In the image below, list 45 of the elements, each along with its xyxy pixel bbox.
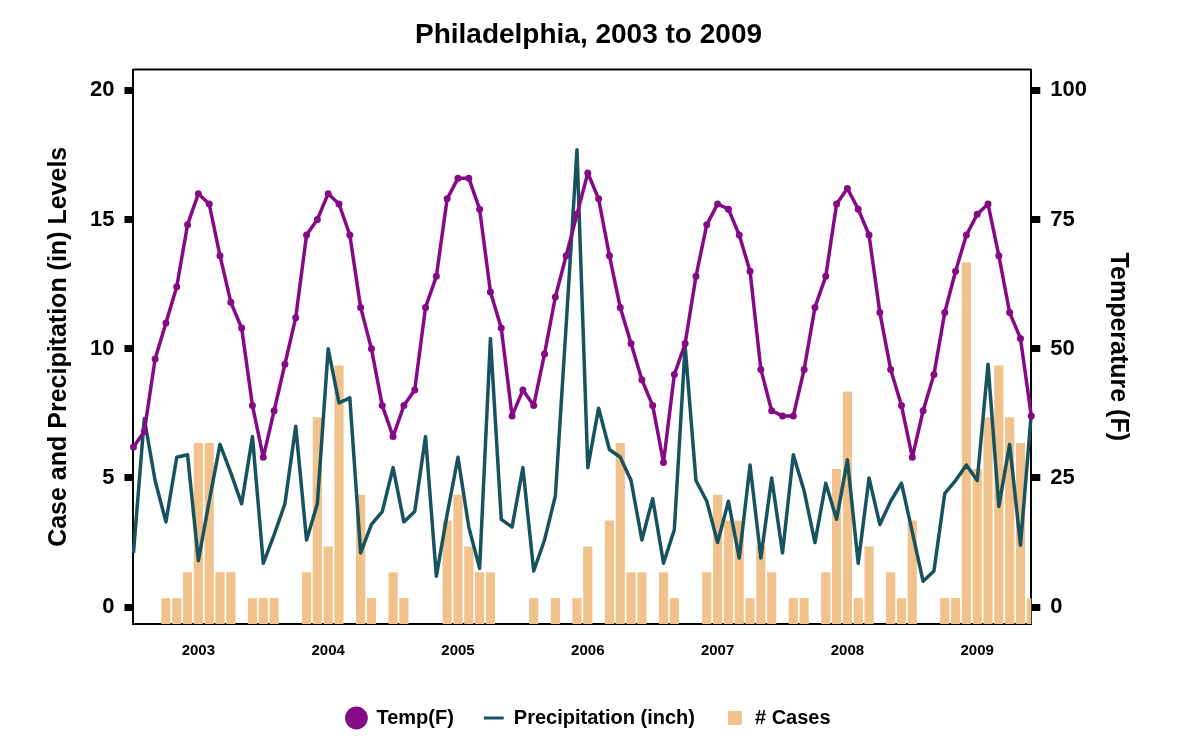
x-tick-label: 2006 <box>571 641 605 659</box>
bar <box>886 572 896 624</box>
legend-label: Temp(F) <box>376 705 454 728</box>
y2-axis-title: Temperature (F) <box>1106 252 1135 442</box>
x-tick-label: 2003 <box>181 641 216 659</box>
y2-tick-label: 50 <box>1050 334 1075 360</box>
bar <box>788 598 798 624</box>
bar <box>669 598 679 624</box>
x-tick-label: 2008 <box>830 641 865 659</box>
x-tick-label: 2005 <box>441 641 475 659</box>
y-axis-title: Case and Precipitation (in) Levels <box>42 146 71 547</box>
y2-tick-label: 25 <box>1050 464 1075 490</box>
bar <box>247 598 258 624</box>
legend-label: Precipitation (inch) <box>513 705 695 728</box>
y2-tick-label: 100 <box>1050 76 1088 102</box>
bar <box>723 520 734 624</box>
bar <box>702 572 712 624</box>
bar <box>550 598 560 624</box>
y-tick-label: 20 <box>89 76 115 102</box>
bar <box>799 598 809 624</box>
bar <box>485 572 496 624</box>
legend-label: # Cases <box>754 705 831 728</box>
x-tick-label: 2009 <box>960 641 994 659</box>
y-tick-label: 10 <box>89 334 115 360</box>
bar <box>366 598 377 624</box>
bar <box>604 520 615 624</box>
bar <box>961 262 971 624</box>
bar <box>301 572 312 624</box>
bar <box>821 572 831 624</box>
bar <box>940 598 950 624</box>
bar <box>896 598 907 624</box>
bar <box>475 572 485 624</box>
bar <box>767 572 777 624</box>
y-tick-label: 5 <box>102 464 115 490</box>
y-tick-label: 15 <box>89 205 115 231</box>
chart-title: Philadelphia, 2003 to 2009 <box>414 17 763 49</box>
y2-tick-label: 75 <box>1050 205 1075 231</box>
y2-tick-label: 0 <box>1050 593 1063 619</box>
x-tick-label: 2007 <box>700 641 735 659</box>
bar <box>658 572 669 624</box>
bar <box>529 598 539 624</box>
bar <box>950 598 961 624</box>
y-tick-label: 0 <box>102 593 115 619</box>
bar <box>182 572 193 624</box>
x-tick-label: 2004 <box>311 641 346 659</box>
